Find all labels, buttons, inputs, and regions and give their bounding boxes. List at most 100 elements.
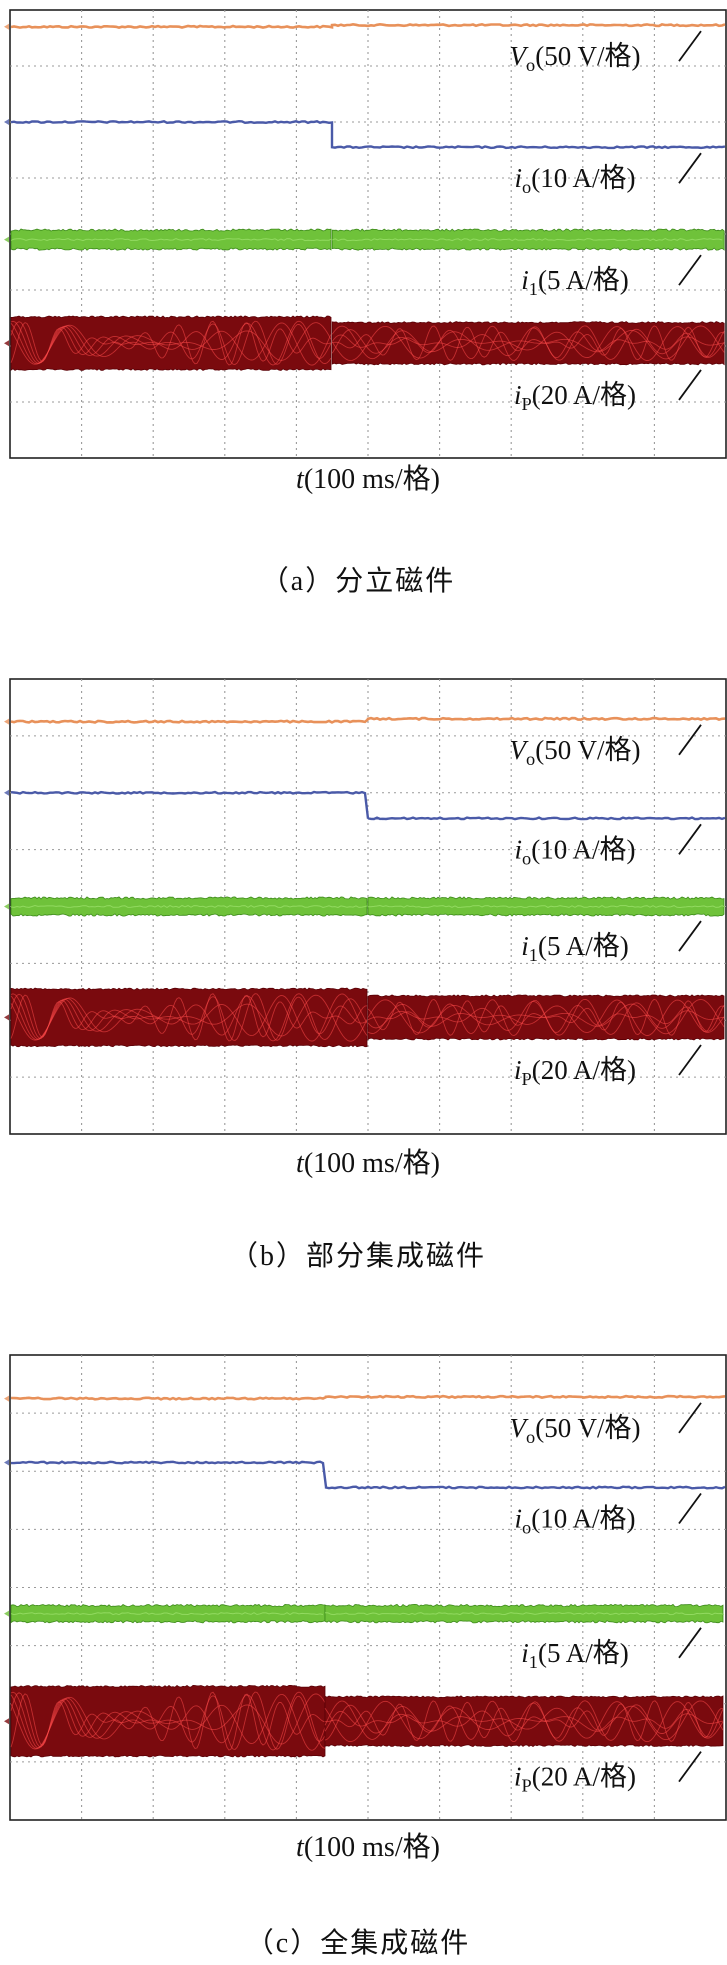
band-fringes (331, 325, 725, 362)
channel-marker-ip (4, 1718, 9, 1725)
leader-line-io (678, 823, 702, 855)
leader-line-io (678, 1492, 702, 1525)
series-subscript: 1 (529, 279, 538, 299)
trace-io (10, 790, 726, 821)
channel-marker-vo (4, 23, 9, 30)
series-label-vo: Vo(50 V/格) (510, 735, 641, 769)
band-ip-before (10, 315, 332, 371)
fringe-line (10, 994, 368, 1042)
series-symbol: i (515, 834, 523, 864)
channel-marker-i1 (4, 236, 9, 243)
series-scale: (5 A/格) (538, 265, 629, 295)
fringe-line (10, 993, 368, 1042)
panel-c: Vo(50 V/格)io(10 A/格)i1(5 A/格)iP(20 A/格)t… (4, 1354, 727, 1959)
series-subscript: o (522, 848, 531, 868)
series-i1: i1(5 A/格) (4, 1603, 725, 1672)
leader-line-ip (678, 369, 702, 401)
channel-marker-io (4, 1459, 9, 1466)
trace-io (10, 119, 726, 150)
series-label-ip: iP(20 A/格) (514, 1762, 636, 1796)
fringe-line (10, 993, 368, 1041)
channel-marker-vo (4, 718, 9, 725)
series-scale: (5 A/格) (538, 931, 629, 961)
series-scale: (10 A/格) (531, 163, 635, 193)
series-symbol: i (514, 380, 522, 410)
band-fringes (10, 993, 368, 1042)
band-fringes (324, 1700, 724, 1743)
fringe-line (331, 325, 725, 361)
fringe-line (10, 322, 332, 366)
series-ip: iP(20 A/格) (4, 987, 725, 1089)
fringe-line (331, 325, 725, 361)
fringe-line (10, 322, 332, 365)
band-centre-streak (368, 904, 726, 909)
series-symbol: i (515, 163, 523, 193)
series-scale: (50 V/格) (535, 735, 640, 765)
band-fringes (367, 998, 725, 1036)
series-subscript: o (526, 749, 535, 769)
series-symbol: i (514, 1762, 522, 1792)
fringe-line (324, 1700, 724, 1743)
series-io: io(10 A/格) (4, 789, 726, 868)
band-ip-before (10, 987, 368, 1048)
channel-marker-ip (4, 340, 9, 347)
fringe-line (10, 320, 332, 365)
series-io: io(10 A/格) (4, 119, 726, 197)
panel-b: Vo(50 V/格)io(10 A/格)i1(5 A/格)iP(20 A/格)t… (4, 678, 727, 1272)
fringe-line (10, 1693, 326, 1750)
fringe-line (324, 1700, 724, 1743)
series-symbol: V (510, 1413, 530, 1443)
fringe-line (10, 1693, 326, 1751)
series-ip: iP(20 A/格) (4, 315, 725, 414)
series-label-i1: i1(5 A/格) (521, 1638, 628, 1672)
series-subscript: o (526, 55, 535, 75)
series-label-io: io(10 A/格) (515, 1504, 636, 1538)
series-symbol: i (521, 931, 529, 961)
series-scale: (20 A/格) (532, 1762, 636, 1792)
series-scale: (10 A/格) (531, 1504, 635, 1534)
series-label-io: io(10 A/格) (515, 163, 636, 197)
channel-marker-ip (4, 1014, 9, 1021)
leader-line-vo (678, 1402, 702, 1434)
channel-marker-io (4, 789, 9, 796)
series-io: io(10 A/格) (4, 1459, 726, 1538)
fringe-line (324, 1700, 724, 1743)
series-label-vo: Vo(50 V/格) (510, 1413, 641, 1447)
series-symbol: V (510, 41, 530, 71)
trace-vo (10, 716, 726, 724)
series-label-ip: iP(20 A/格) (514, 1055, 636, 1089)
series-vo: Vo(50 V/格) (4, 1394, 726, 1447)
panel-caption: （c）全集成磁件 (246, 1927, 470, 1959)
leader-line-i1 (678, 1627, 702, 1659)
fringe-line (331, 325, 725, 361)
series-scale: (10 A/格) (531, 834, 635, 864)
leader-line-vo (678, 724, 702, 756)
fringe-line (324, 1700, 724, 1742)
series-subscript: o (522, 177, 531, 197)
x-axis-label: t(100 ms/格) (296, 463, 440, 495)
band-centre-streak (10, 904, 369, 909)
leader-line-vo (678, 30, 702, 62)
panel-a: Vo(50 V/格)io(10 A/格)i1(5 A/格)iP(20 A/格)t… (4, 9, 727, 597)
fringe-line (10, 1691, 326, 1751)
leader-line-io (678, 152, 702, 184)
series-symbol: i (521, 1638, 529, 1668)
series-subscript: o (522, 1518, 531, 1538)
series-ip: iP(20 A/格) (4, 1684, 724, 1796)
trace-io (11, 1460, 726, 1490)
series-scale: (50 V/格) (535, 41, 640, 71)
series-subscript: P (522, 1776, 532, 1796)
series-symbol: i (521, 265, 529, 295)
leader-line-i1 (678, 920, 702, 952)
series-scale: (20 A/格) (532, 380, 636, 410)
series-label-i1: i1(5 A/格) (521, 265, 628, 299)
series-symbol: i (515, 1504, 523, 1534)
leader-line-ip (678, 1044, 702, 1076)
fringe-line (10, 993, 368, 1042)
x-axis-label: t(100 ms/格) (296, 1147, 440, 1179)
band-fringes (10, 320, 332, 366)
series-subscript: P (522, 1069, 532, 1089)
trace-vo (10, 22, 726, 29)
band-fringes (10, 1691, 326, 1751)
